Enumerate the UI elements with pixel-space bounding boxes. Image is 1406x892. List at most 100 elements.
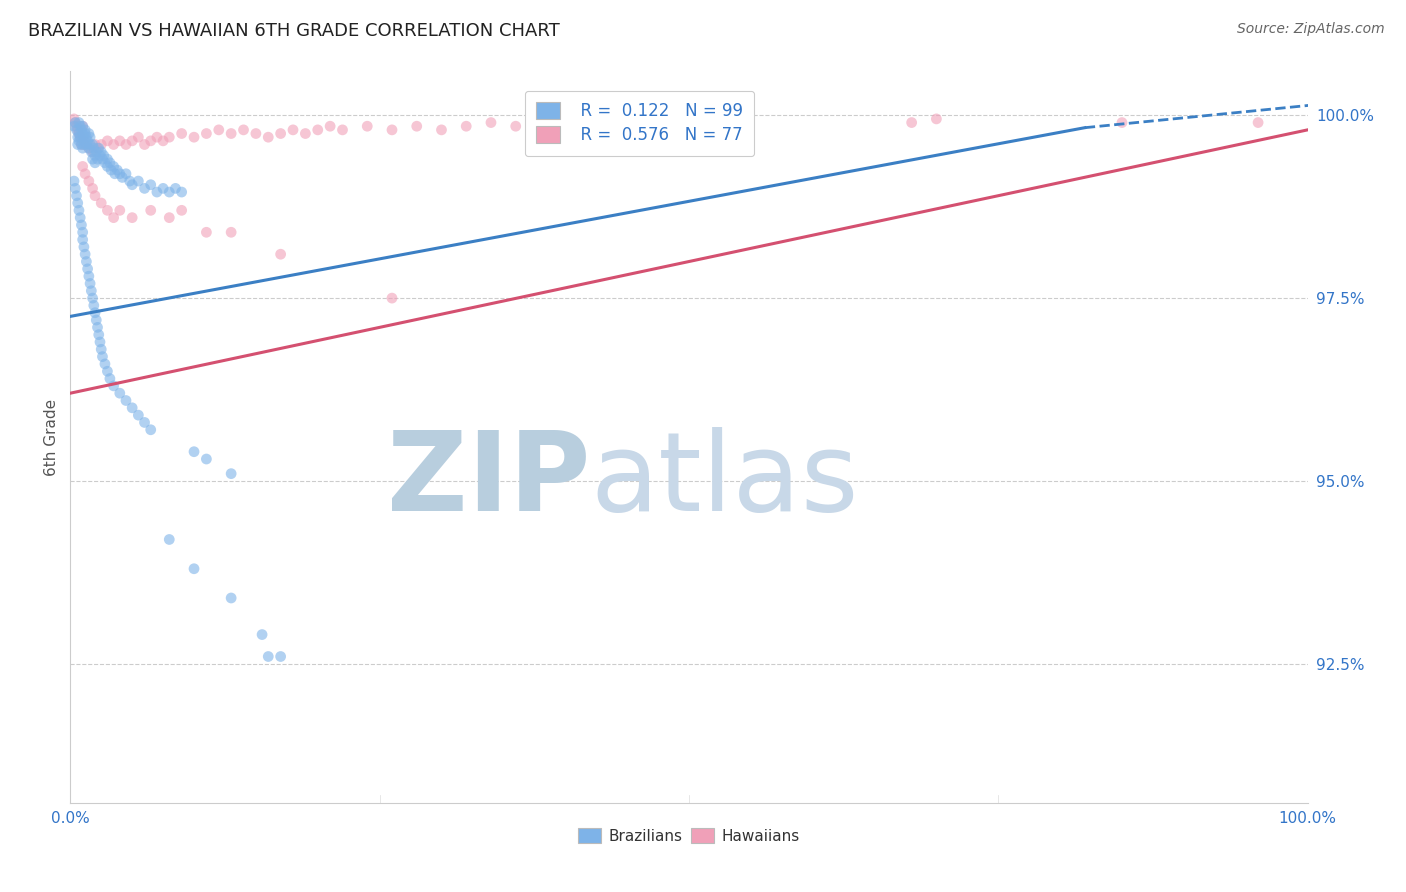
Point (96, 364, 118, 378)
Point (65, 123, 87, 137)
Point (208, 123, 231, 137)
Point (76, 261, 98, 276)
Point (83, 141, 105, 155)
Point (75, 247, 97, 261)
Point (77, 269, 100, 284)
Point (72, 141, 94, 155)
Point (73, 130, 96, 145)
Point (232, 123, 254, 137)
Point (219, 127, 242, 141)
Text: atlas: atlas (591, 427, 859, 534)
Point (103, 379, 125, 393)
Point (157, 533, 180, 547)
Point (72, 127, 94, 141)
Point (127, 408, 149, 422)
Point (91, 152, 114, 166)
Point (67, 134, 90, 148)
Point (108, 386, 131, 401)
Point (90, 137, 112, 152)
Point (108, 203, 131, 218)
Point (139, 203, 162, 218)
Point (104, 167, 127, 181)
Point (146, 130, 169, 145)
Point (63, 112, 86, 126)
Point (257, 649, 280, 664)
Point (115, 137, 138, 152)
Point (69, 120, 91, 134)
Point (84, 313, 107, 327)
Point (170, 127, 193, 141)
Point (900, 115, 922, 129)
Point (70, 123, 93, 137)
Point (84, 148, 107, 162)
Point (98, 371, 121, 385)
Point (96, 152, 118, 166)
Point (77, 127, 100, 141)
Point (105, 163, 128, 178)
Point (257, 130, 280, 145)
Point (96, 160, 118, 174)
Point (90, 145, 112, 159)
Point (139, 134, 162, 148)
Point (67, 127, 90, 141)
Point (100, 163, 122, 178)
Point (152, 181, 174, 195)
Point (86, 320, 108, 334)
Point (70, 137, 93, 152)
Point (195, 127, 218, 141)
Point (80, 145, 103, 159)
Point (73, 134, 96, 148)
Point (103, 211, 125, 225)
Point (82, 137, 104, 152)
Point (307, 123, 329, 137)
Point (72, 120, 94, 134)
Point (356, 120, 378, 134)
Point (505, 120, 527, 134)
Point (72, 120, 94, 134)
Point (430, 123, 453, 137)
Point (70, 218, 93, 232)
Point (121, 211, 143, 225)
Point (84, 188, 107, 202)
Point (67, 127, 90, 141)
Point (554, 120, 576, 134)
Text: BRAZILIAN VS HAWAIIAN 6TH GRADE CORRELATION CHART: BRAZILIAN VS HAWAIIAN 6TH GRADE CORRELAT… (28, 22, 560, 40)
Point (405, 120, 427, 134)
Point (479, 115, 502, 129)
Point (84, 156, 107, 170)
Point (75, 254, 97, 268)
Point (183, 130, 205, 145)
Point (91, 350, 114, 364)
Point (157, 185, 180, 199)
Point (332, 123, 354, 137)
Point (108, 167, 131, 181)
Point (83, 298, 105, 312)
Point (139, 423, 162, 437)
Point (381, 123, 404, 137)
Point (65, 188, 87, 202)
Point (103, 137, 125, 152)
Point (86, 152, 108, 166)
Point (84, 145, 107, 159)
Point (90, 343, 112, 357)
Point (103, 160, 125, 174)
Point (79, 137, 101, 152)
Point (67, 115, 90, 129)
Point (80, 284, 103, 298)
Point (219, 591, 242, 605)
Point (89, 334, 111, 349)
Point (152, 134, 174, 148)
Point (67, 203, 90, 218)
Point (65, 115, 87, 129)
Point (250, 627, 273, 641)
Point (70, 137, 93, 152)
Point (183, 444, 205, 458)
Point (195, 452, 218, 467)
Point (652, 120, 675, 134)
Point (76, 134, 98, 148)
Point (157, 130, 180, 145)
Point (165, 181, 187, 195)
Point (69, 130, 91, 145)
Point (121, 134, 143, 148)
Point (63, 174, 86, 188)
